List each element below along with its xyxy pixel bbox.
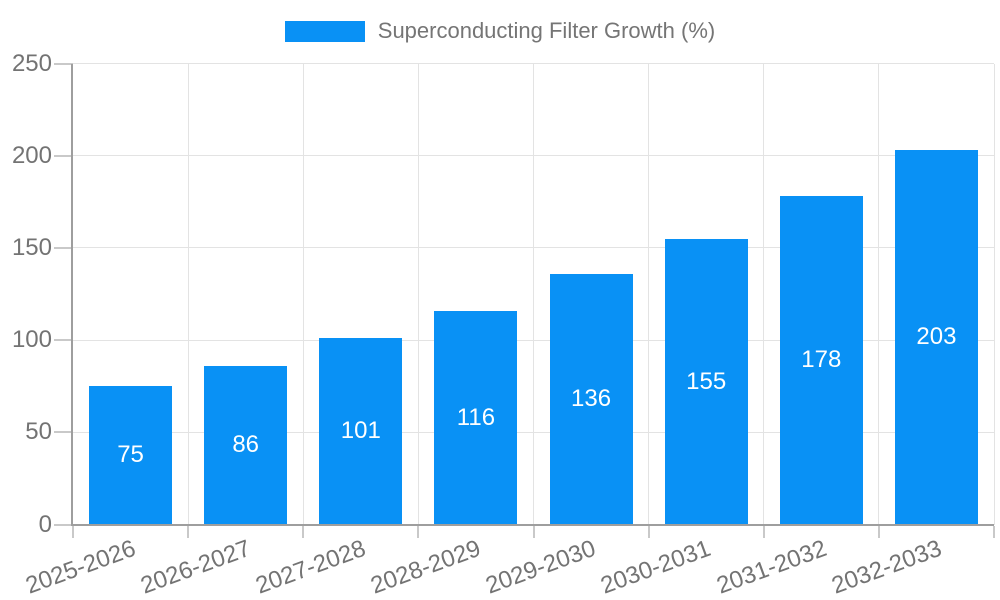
y-tick [54, 246, 73, 249]
x-gridline [187, 63, 189, 525]
bar[interactable]: 178 [779, 196, 863, 525]
x-gridline [763, 63, 765, 525]
y-tick [54, 154, 73, 157]
x-gridline [993, 63, 995, 525]
x-tick-label: 2029-2030 [482, 534, 600, 600]
y-axis-line [71, 63, 73, 525]
bar-value-label: 136 [571, 385, 612, 413]
bar[interactable]: 101 [319, 338, 403, 525]
x-tick-label: 2028-2029 [367, 534, 485, 600]
x-tick [762, 525, 765, 538]
legend-swatch [284, 20, 365, 42]
y-tick-label: 200 [11, 141, 52, 169]
bar[interactable]: 203 [894, 150, 978, 525]
x-tick [532, 525, 535, 538]
x-gridline [648, 63, 650, 525]
y-tick-label: 100 [11, 326, 52, 354]
y-tick [54, 431, 73, 434]
x-tick [647, 525, 650, 538]
x-gridline [878, 63, 880, 525]
bar[interactable]: 155 [664, 238, 748, 525]
x-tick-label: 2027-2028 [252, 534, 370, 600]
bar-value-label: 75 [117, 441, 144, 469]
x-tick [993, 525, 995, 538]
x-tick [302, 525, 305, 538]
bar-value-label: 203 [916, 323, 957, 351]
bar-value-label: 101 [340, 417, 381, 445]
y-tick-label: 250 [11, 49, 52, 77]
x-axis-line [71, 524, 994, 526]
y-tick [54, 62, 73, 65]
y-tick-label: 50 [25, 418, 52, 446]
x-gridline [302, 63, 304, 525]
x-tick [72, 525, 74, 538]
x-tick [187, 525, 190, 538]
legend-label: Superconducting Filter Growth (%) [377, 18, 716, 43]
x-tick-label: 2032-2033 [827, 534, 945, 600]
x-gridline [417, 63, 419, 525]
bar-value-label: 116 [456, 403, 496, 431]
bar-value-label: 178 [801, 346, 842, 374]
y-tick-label: 150 [11, 233, 52, 261]
y-tick [54, 523, 73, 526]
x-tick-label: 2030-2031 [597, 534, 715, 600]
x-tick [877, 525, 880, 538]
y-tick-label: 0 [38, 510, 52, 538]
y-tick [54, 339, 73, 342]
x-tick-label: 2031-2032 [712, 534, 830, 600]
x-tick [417, 525, 420, 538]
x-gridline [533, 63, 534, 525]
legend[interactable]: Superconducting Filter Growth (%) [0, 19, 1000, 43]
bar[interactable]: 86 [204, 365, 288, 525]
bar[interactable]: 75 [89, 386, 173, 525]
bar-value-label: 86 [232, 431, 260, 459]
bar[interactable]: 136 [549, 273, 633, 525]
bar[interactable]: 116 [434, 310, 518, 525]
x-tick-label: 2025-2026 [21, 534, 140, 600]
bar-value-label: 155 [686, 367, 727, 395]
x-tick-label: 2026-2027 [137, 534, 255, 600]
